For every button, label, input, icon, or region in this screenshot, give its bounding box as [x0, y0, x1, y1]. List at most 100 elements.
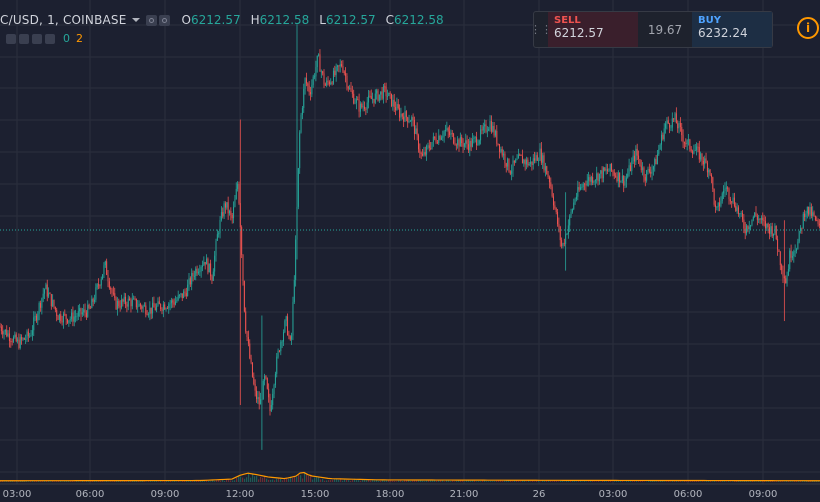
candle-body: [381, 91, 383, 99]
candle-body: [571, 209, 573, 212]
candle: [295, 235, 297, 287]
candle: [489, 115, 491, 132]
candle: [794, 244, 796, 258]
candle: [266, 377, 268, 390]
candle-body: [258, 397, 260, 405]
volume-value: 0: [63, 32, 70, 45]
candle: [551, 184, 553, 198]
volume-bar: [758, 480, 760, 482]
candle: [6, 325, 8, 338]
candle: [698, 140, 700, 163]
volume-bar: [46, 480, 48, 482]
volume-bar: [552, 481, 554, 482]
candle: [206, 254, 208, 265]
candle-body: [706, 162, 708, 173]
candle: [308, 80, 310, 96]
volume-bar: [580, 480, 582, 482]
candle: [432, 132, 434, 147]
candle: [801, 227, 803, 234]
candle: [397, 99, 399, 110]
candle: [104, 260, 106, 268]
volume-bar: [540, 481, 542, 482]
candle-body: [257, 397, 259, 399]
candle-body: [673, 118, 675, 120]
candle-body: [783, 276, 785, 279]
candle-body: [135, 298, 137, 308]
candle-body: [366, 102, 368, 110]
candle: [10, 338, 12, 348]
eye-icon[interactable]: [6, 33, 16, 44]
candle-body: [148, 314, 149, 316]
candle: [601, 166, 603, 183]
candle: [492, 121, 494, 133]
settings-icon[interactable]: [158, 14, 170, 26]
volume-bar: [518, 481, 520, 482]
volume-bar: [264, 476, 266, 482]
chevron-down-icon[interactable]: [131, 18, 140, 22]
volume-bar: [344, 479, 346, 482]
candle-body: [666, 120, 668, 124]
candle: [49, 292, 51, 295]
candle-body: [241, 227, 243, 255]
candle: [809, 202, 811, 220]
candle-body: [131, 299, 133, 307]
candle-body: [411, 117, 413, 122]
volume-bar: [66, 480, 68, 482]
candle: [254, 379, 256, 397]
volume-bar: [464, 481, 466, 482]
volume-bar: [90, 480, 92, 482]
candle-body: [582, 183, 584, 188]
candle: [750, 224, 752, 230]
volume-bar: [526, 481, 528, 482]
candle-body: [616, 176, 618, 182]
drag-handle-icon[interactable]: ⋮⋮: [530, 23, 552, 36]
volume-bar: [618, 480, 620, 482]
close-icon[interactable]: [45, 33, 55, 44]
settings-icon[interactable]: [19, 33, 29, 44]
symbol-title[interactable]: C/USD, 1, COINBASE: [0, 13, 127, 27]
add-icon[interactable]: [32, 33, 42, 44]
volume-bar: [370, 480, 372, 482]
candle-body: [601, 170, 603, 179]
info-icon[interactable]: i: [797, 17, 819, 39]
buy-button[interactable]: BUY 6232.24: [692, 12, 772, 47]
volume-bar: [56, 481, 58, 482]
candle: [142, 304, 144, 313]
candle-body: [127, 298, 129, 307]
candle-body: [732, 197, 734, 203]
candle-body: [189, 278, 191, 285]
volume-bar: [266, 478, 268, 482]
candle-body: [548, 177, 550, 183]
volume-bar: [538, 480, 540, 482]
candle-body: [170, 300, 172, 304]
candle-body: [19, 337, 21, 348]
candle: [316, 55, 318, 73]
candle-body: [239, 203, 241, 228]
sell-button[interactable]: SELL 6212.57: [548, 12, 638, 47]
candle-body: [42, 293, 44, 299]
candle: [735, 202, 737, 212]
candle: [818, 219, 820, 229]
candle: [407, 116, 409, 128]
candle: [650, 166, 652, 178]
volume-bar: [436, 480, 438, 482]
buy-price: 6232.24: [698, 26, 748, 40]
candle-body: [88, 304, 90, 309]
volume-bar: [816, 480, 818, 482]
candle-body: [752, 217, 754, 220]
candle-body: [285, 316, 287, 321]
candle-body: [640, 165, 642, 171]
candle-body: [678, 123, 680, 129]
candle-body: [547, 174, 549, 178]
candle: [75, 309, 77, 323]
volume-bar: [494, 481, 496, 482]
volume-bar: [784, 481, 786, 482]
candle-body: [462, 142, 464, 147]
candle-body: [477, 143, 479, 146]
volume-bar: [486, 481, 488, 482]
volume-bar: [36, 480, 38, 482]
candle: [674, 111, 676, 123]
eye-icon[interactable]: [145, 14, 157, 26]
candle: [762, 212, 764, 226]
